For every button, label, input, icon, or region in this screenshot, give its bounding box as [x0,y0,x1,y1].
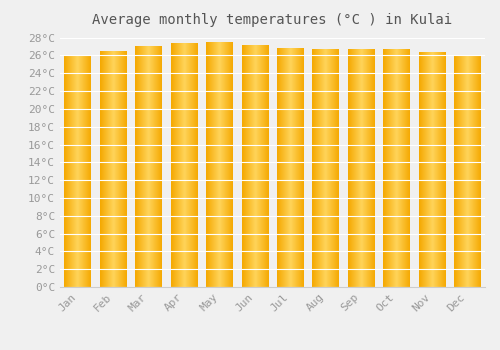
Title: Average monthly temperatures (°C ) in Kulai: Average monthly temperatures (°C ) in Ku… [92,13,452,27]
